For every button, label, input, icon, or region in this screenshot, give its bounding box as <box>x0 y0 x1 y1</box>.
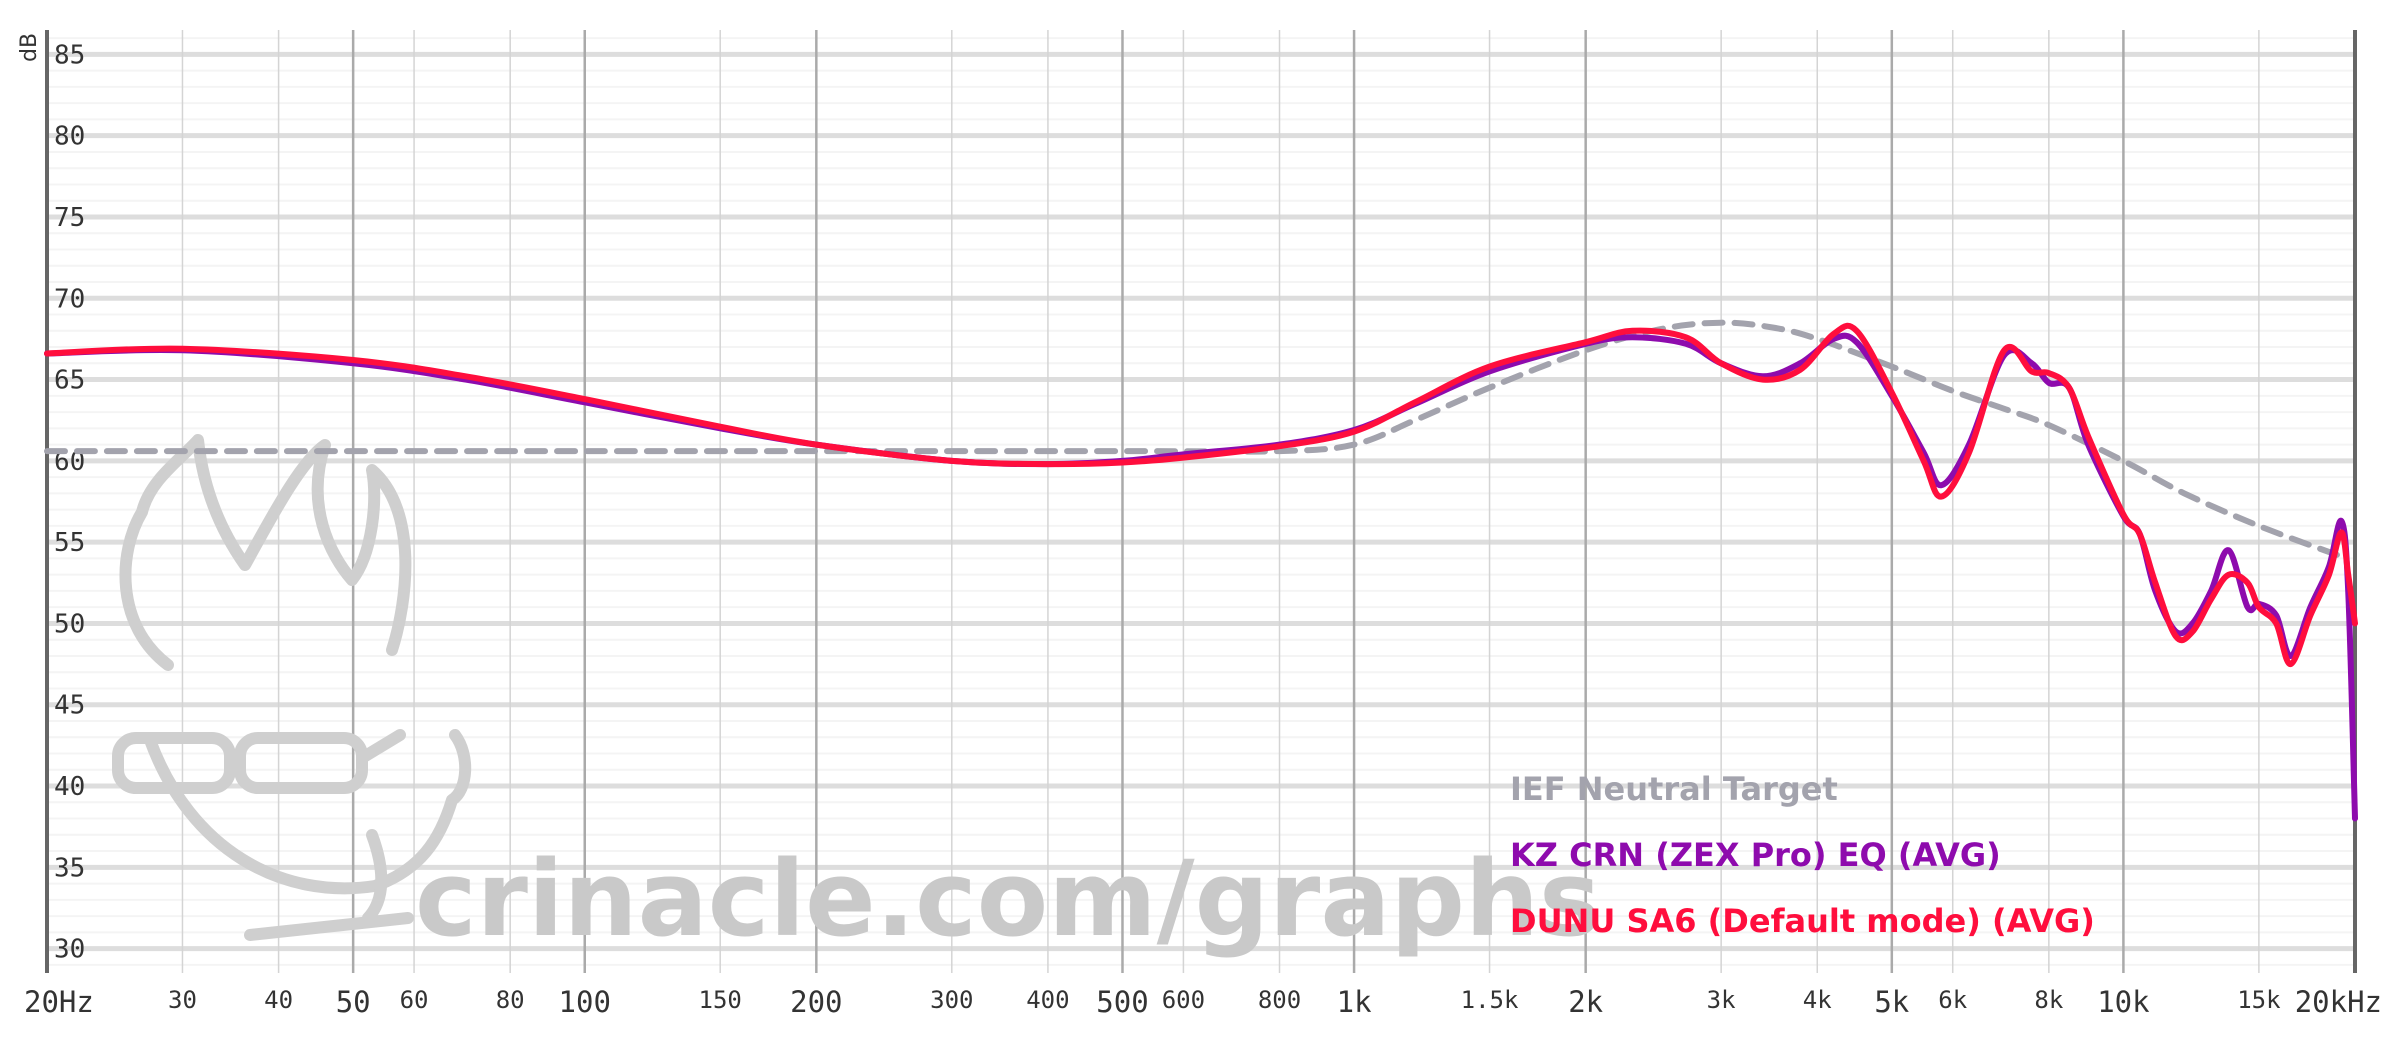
x-tick-label: 800 <box>1258 986 1301 1014</box>
y-tick-label: 75 <box>54 203 85 233</box>
x-tick-label: 1k <box>1337 985 1372 1019</box>
x-tick-label: 15k <box>2237 986 2281 1014</box>
legend-entry: IEF Neutral Target <box>1510 770 1838 808</box>
x-tick-label: 50 <box>336 985 371 1019</box>
y-tick-label: 85 <box>54 40 85 70</box>
y-tick-label: 50 <box>54 609 85 639</box>
x-tick-label: 200 <box>790 985 842 1019</box>
x-tick-label: 10k <box>2097 985 2150 1019</box>
series-layer <box>44 319 2358 822</box>
x-tick-label: 40 <box>264 986 293 1014</box>
x-tick-label: 3k <box>1707 986 1736 1014</box>
y-tick-label: 35 <box>54 853 85 883</box>
x-tick-label: 300 <box>930 986 973 1014</box>
x-tick-label: 20kHz <box>2295 985 2382 1019</box>
crinacle-logo-watermark <box>112 434 472 941</box>
x-tick-label: 5k <box>1874 985 1909 1019</box>
x-tick-label: 1.5k <box>1461 986 1519 1014</box>
x-tick-label: 600 <box>1162 986 1205 1014</box>
x-tick-label: 20Hz <box>24 985 94 1019</box>
y-axis-label: dB <box>17 33 42 62</box>
x-tick-label: 6k <box>1938 986 1967 1014</box>
series-line-2 <box>44 322 2358 668</box>
x-tick-label: 2k <box>1568 985 1603 1019</box>
x-tick-label: 8k <box>2034 986 2063 1014</box>
x-tick-label: 100 <box>559 985 611 1019</box>
x-tick-label: 500 <box>1096 985 1148 1019</box>
y-tick-label: 80 <box>54 122 85 152</box>
legend-entry: KZ CRN (ZEX Pro) EQ (AVG) <box>1510 836 2001 874</box>
x-tick-label: 80 <box>496 986 525 1014</box>
legend: IEF Neutral Target KZ CRN (ZEX Pro) EQ (A… <box>1510 770 2095 940</box>
x-tick-label: 4k <box>1803 986 1832 1014</box>
y-tick-label: 30 <box>54 935 85 965</box>
x-tick-label: 400 <box>1026 986 1069 1014</box>
y-tick-label: 40 <box>54 772 85 802</box>
y-tick-label: 45 <box>54 691 85 721</box>
x-tick-label: 60 <box>400 986 429 1014</box>
x-tick-label: 150 <box>699 986 742 1014</box>
y-tick-label: 70 <box>54 284 85 314</box>
x-tick-label: 30 <box>168 986 197 1014</box>
legend-entry: DUNU SA6 (Default mode) (AVG) <box>1510 902 2095 940</box>
watermark-text: crinacle.com/graphs <box>415 838 1601 960</box>
y-tick-label: 65 <box>54 366 85 396</box>
y-tick-label: 55 <box>54 528 85 558</box>
